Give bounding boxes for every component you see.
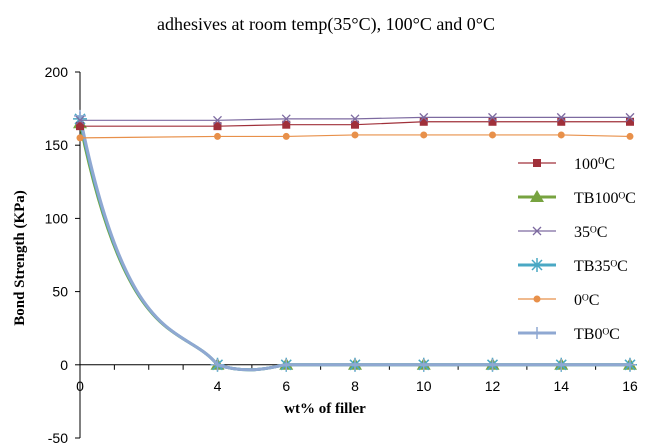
- series-2: [75, 112, 635, 125]
- legend-label: 35ᴼC: [574, 224, 607, 241]
- x-axis-title: wt% of filler: [284, 401, 366, 417]
- data-point: [281, 114, 291, 124]
- legend-item: TB100ᴼC: [518, 190, 636, 207]
- data-point: [282, 132, 290, 140]
- x-tick-label: 8: [351, 378, 359, 394]
- data-point: [213, 122, 222, 131]
- data-point: [488, 112, 497, 122]
- y-axis-title: Bond Strength (KPa): [12, 190, 28, 326]
- series-4: [76, 131, 634, 142]
- data-point: [626, 132, 634, 140]
- legend-label: TB0ᴼC: [574, 326, 620, 343]
- data-point: [625, 112, 635, 122]
- series-5: [74, 109, 636, 372]
- x-tick-label: 0: [76, 378, 84, 394]
- data-point: [420, 131, 428, 139]
- legend-item: 100⁰C: [518, 156, 615, 173]
- data-point: [419, 112, 429, 122]
- data-point: [531, 327, 543, 339]
- data-point: [555, 358, 568, 371]
- data-point: [532, 226, 542, 236]
- y-tick-label: 200: [45, 64, 69, 80]
- y-tick-label: 150: [45, 137, 69, 153]
- data-point: [489, 131, 496, 139]
- legend-item: TB35ᴼC: [518, 258, 628, 275]
- data-point: [626, 117, 634, 126]
- data-point: [280, 358, 293, 371]
- y-tick-label: -50: [48, 430, 68, 445]
- data-point: [486, 358, 499, 371]
- series-line: [80, 116, 630, 121]
- data-point: [530, 258, 544, 272]
- data-point: [557, 117, 566, 126]
- data-point: [557, 131, 565, 139]
- data-point: [282, 120, 291, 129]
- data-point: [214, 132, 221, 140]
- data-point: [419, 117, 428, 126]
- y-tick-label: 50: [52, 284, 68, 300]
- data-point: [211, 358, 224, 371]
- legend-item: TB0ᴼC: [518, 326, 620, 343]
- data-point: [533, 295, 541, 303]
- data-point: [351, 120, 359, 129]
- data-point: [75, 115, 85, 125]
- data-point: [76, 122, 84, 131]
- data-point: [350, 114, 360, 124]
- x-tick-label: 16: [622, 378, 638, 394]
- chart-title: adhesives at room temp(35°C), 100°C and …: [156, 14, 496, 34]
- x-tick-label: 4: [214, 378, 222, 394]
- x-tick-label: 14: [553, 378, 569, 394]
- legend-label: 0ᴼC: [574, 292, 599, 309]
- data-point: [213, 115, 222, 125]
- data-point: [624, 358, 636, 371]
- series-line: [80, 121, 630, 127]
- series-0: [76, 117, 634, 131]
- legend-label: TB35ᴼC: [574, 258, 628, 275]
- y-tick-label: 100: [45, 210, 69, 226]
- data-point: [76, 134, 84, 142]
- data-point: [530, 190, 544, 202]
- data-point: [417, 358, 430, 371]
- x-tick-label: 6: [282, 378, 290, 394]
- data-point: [351, 131, 359, 139]
- axes: -50 0 50 100 150 200 0 4 6 8 10 12 14 16: [45, 64, 638, 445]
- data-point: [349, 358, 361, 371]
- y-tick-label: 0: [60, 357, 68, 373]
- legend-label: 100⁰C: [574, 156, 615, 173]
- legend-item: 0ᴼC: [518, 292, 599, 309]
- legend-item: 35ᴼC: [518, 224, 607, 241]
- series-line: [79, 134, 631, 139]
- legend-label: TB100ᴼC: [574, 190, 636, 207]
- x-tick-label: 10: [416, 378, 432, 394]
- x-tick-label: 12: [485, 378, 501, 394]
- data-point: [533, 159, 541, 167]
- legend: 100⁰C TB100ᴼC 35ᴼC TB35ᴼC 0ᴼC TB0ᴼC: [518, 156, 636, 343]
- data-point: [556, 112, 566, 122]
- series-layer: [73, 109, 637, 372]
- data-point: [488, 117, 497, 126]
